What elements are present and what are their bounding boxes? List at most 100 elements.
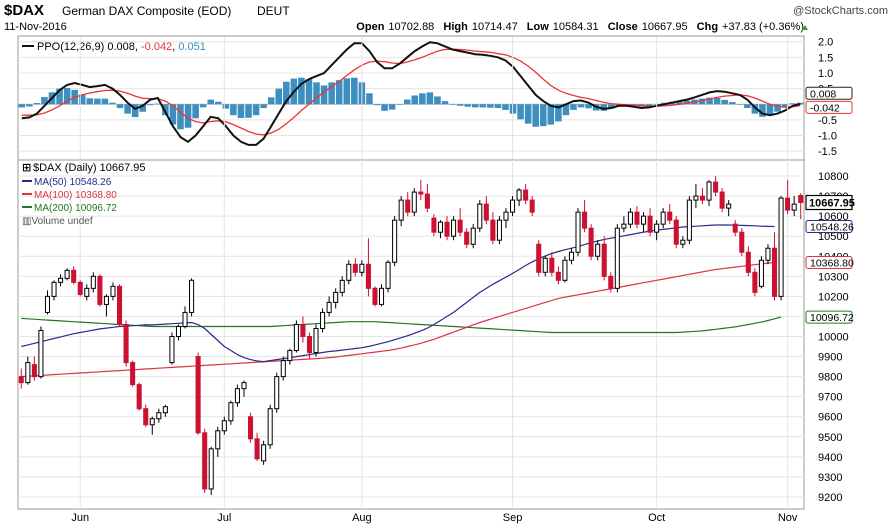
candle-body [542, 257, 548, 273]
candle [293, 320, 299, 353]
candle-body [503, 211, 509, 221]
candle [143, 404, 149, 427]
ppo-histogram-bar [33, 103, 41, 105]
price-tick-label: 9300 [818, 472, 842, 484]
candle [562, 256, 568, 283]
ppo-histogram-bar [396, 104, 403, 105]
candle [437, 220, 444, 239]
candle-body [647, 215, 653, 233]
candle [496, 216, 502, 245]
candle-body [418, 191, 424, 195]
candle [516, 188, 522, 207]
price-tick-label: 9800 [818, 372, 842, 384]
date: 11-Nov-2016 [4, 21, 67, 33]
ppo-histogram-bar [275, 88, 283, 105]
candle-body [798, 195, 804, 204]
candle [274, 372, 280, 413]
ma50-legend: MA(50) 10548.26 [34, 177, 112, 188]
candle-body [732, 223, 738, 233]
candle-body [31, 364, 37, 378]
candle [103, 294, 109, 317]
candle [647, 208, 653, 237]
candle [758, 256, 764, 289]
ppo-histogram-bar [177, 104, 184, 130]
ppo-histogram-bar [706, 97, 713, 105]
candle [202, 428, 208, 493]
candle [116, 284, 123, 327]
candle-body [765, 247, 771, 261]
close-label: Close [608, 21, 638, 33]
ppo-histogram-bar [215, 101, 222, 105]
ppo-histogram-bar [169, 104, 177, 125]
candle [175, 324, 182, 341]
candle [464, 228, 470, 249]
candle [241, 380, 247, 397]
candle [234, 384, 240, 407]
candle-body [739, 231, 745, 253]
candle-body [195, 356, 201, 434]
x-tick-label: Sep [503, 512, 523, 524]
ppo-histogram-bar [600, 104, 607, 111]
candle-body [595, 243, 601, 257]
ppo-histogram-bar [547, 104, 555, 125]
candle-body [582, 211, 588, 229]
candle-body [130, 362, 136, 386]
ppo-histogram-bar [335, 80, 343, 105]
candle [693, 184, 699, 209]
candle-body [601, 243, 607, 277]
candle [765, 244, 771, 265]
ppo-histogram-bar [320, 85, 328, 105]
candle-body [752, 271, 758, 293]
candle [444, 216, 450, 241]
ma100-line [21, 261, 775, 378]
ppo-histogram-bar [267, 97, 275, 105]
volume-legend: ▥Volume undef [22, 216, 93, 227]
ppo-histogram-bar [373, 104, 381, 106]
ppo-histogram-bar [434, 96, 441, 105]
low-label: Low [527, 21, 549, 33]
candle [64, 268, 70, 281]
candle [509, 196, 516, 217]
candle [627, 208, 633, 229]
ppo-histogram-bar [343, 78, 351, 105]
candle-body [791, 203, 797, 211]
candle-body [562, 259, 568, 281]
ppo-histogram-bar [101, 98, 109, 105]
exchange: DEUT [257, 4, 290, 18]
ppo-histogram-bar [796, 102, 804, 105]
ppo-legend-hist: 0.051 [178, 41, 206, 53]
candle [195, 352, 201, 435]
candle [523, 184, 529, 205]
ppo-histogram-bar [774, 104, 781, 112]
price-tick-label: 10800 [818, 171, 849, 183]
candle [601, 236, 607, 281]
ppo-histogram-bar [419, 93, 426, 105]
ppo-legend-prefix: PPO(12,26,9) [37, 41, 104, 53]
candle-body [64, 269, 70, 279]
candlesticks [18, 176, 804, 495]
open-label: Open [356, 21, 384, 33]
ppo-histogram-bar [585, 104, 592, 109]
candle-body [509, 199, 516, 213]
high-value: 10714.47 [472, 21, 518, 33]
candle-body [90, 275, 96, 289]
candle-body [778, 197, 784, 297]
ma50-current-tag: 10548.26 [810, 222, 854, 234]
ppo-histogram-bar [464, 104, 471, 107]
candle [136, 382, 142, 411]
ppo-histogram-bar [18, 104, 26, 108]
close-current-tag-box [805, 194, 853, 211]
candle [254, 432, 260, 461]
candle [536, 240, 542, 277]
ppo-histogram-bar [509, 104, 517, 114]
ppo-histogram-bar [759, 104, 766, 117]
ppo-histogram-bar [744, 104, 751, 109]
ppo-histogram-bar [381, 104, 388, 111]
candle-body [549, 257, 555, 273]
candle [686, 196, 692, 245]
ppo-histogram-bar [789, 103, 796, 105]
candle [58, 274, 64, 287]
ppo-histogram-bar [570, 104, 577, 110]
ppo-histogram-bar [56, 88, 63, 105]
